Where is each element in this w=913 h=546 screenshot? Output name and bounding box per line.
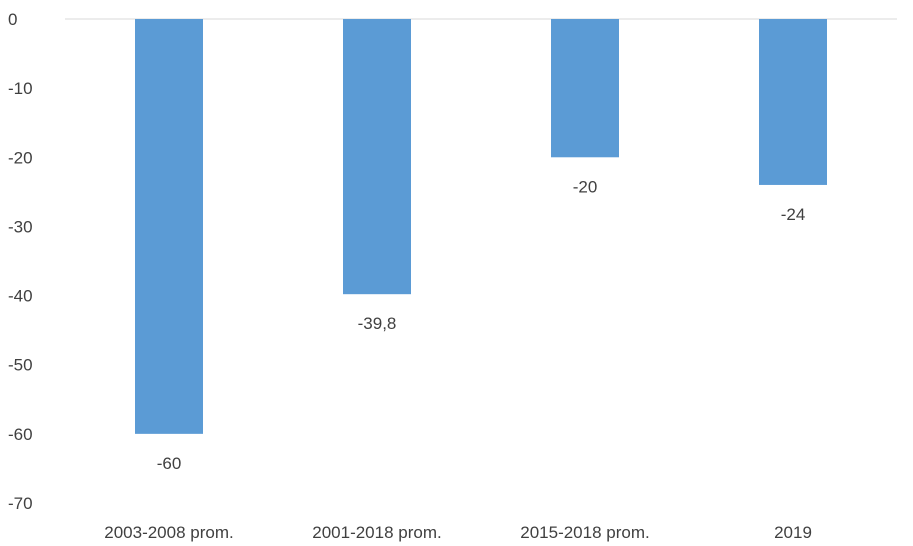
bar <box>135 19 203 434</box>
x-tick-label: 2001-2018 prom. <box>312 523 441 542</box>
data-label: -24 <box>781 205 806 224</box>
data-label: -20 <box>573 177 598 196</box>
x-tick-label: 2015-2018 prom. <box>520 523 649 542</box>
y-tick-label: -40 <box>8 287 33 306</box>
x-tick-label: 2003-2008 prom. <box>104 523 233 542</box>
y-tick-label: -50 <box>8 356 33 375</box>
y-tick-label: -70 <box>8 494 33 513</box>
x-tick-label: 2019 <box>774 523 812 542</box>
y-tick-label: -20 <box>8 148 33 167</box>
y-axis: 0 -10 -20 -30 -40 -50 -60 -70 <box>8 10 897 513</box>
y-tick-label: -60 <box>8 425 33 444</box>
y-tick-label: 0 <box>8 10 17 29</box>
y-tick-label: -30 <box>8 217 33 236</box>
bar <box>759 19 827 185</box>
bar <box>343 19 411 295</box>
data-label: -39,8 <box>358 314 397 333</box>
x-axis: 2003-2008 prom. 2001-2018 prom. 2015-2018 … <box>104 523 812 542</box>
data-label: -60 <box>157 454 182 473</box>
y-tick-label: -10 <box>8 79 33 98</box>
bars <box>135 19 827 434</box>
bar <box>551 19 619 158</box>
data-labels: -60 -39,8 -20 -24 <box>157 177 806 473</box>
